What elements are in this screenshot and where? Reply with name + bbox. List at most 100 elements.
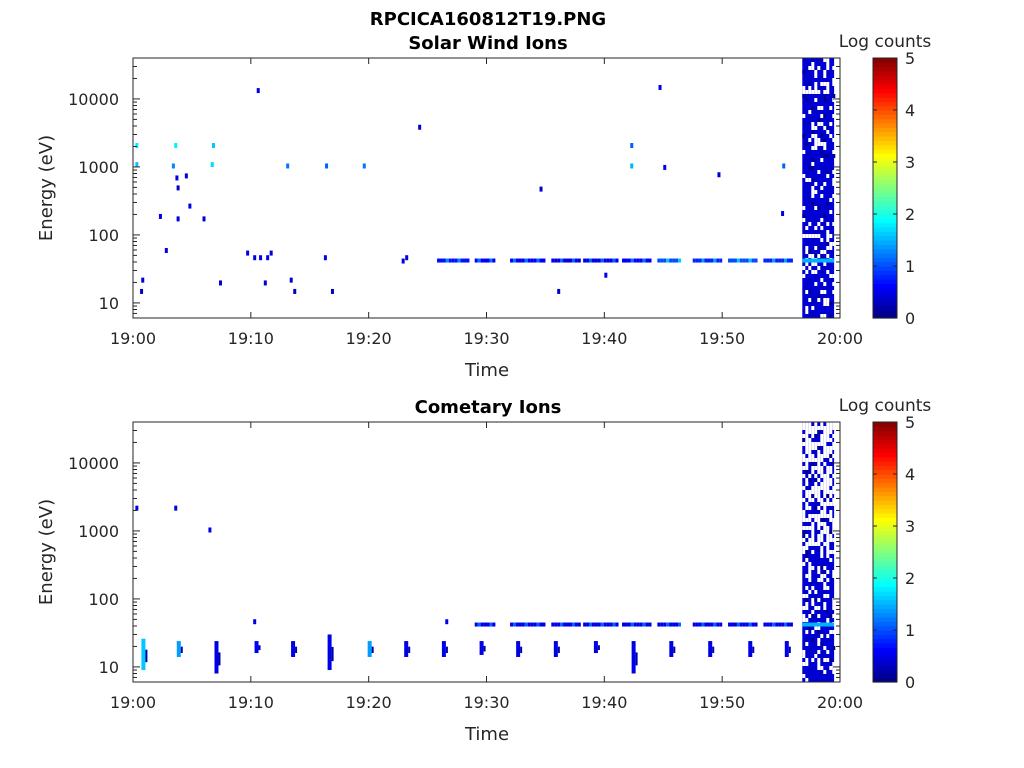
empty-cell bbox=[826, 234, 830, 238]
empty-cell bbox=[805, 662, 809, 666]
empty-cell bbox=[808, 66, 812, 70]
data-cell bbox=[672, 622, 676, 627]
empty-cell bbox=[805, 434, 809, 438]
empty-cell bbox=[811, 550, 815, 554]
empty-cell bbox=[808, 526, 812, 530]
empty-cell bbox=[817, 462, 821, 466]
empty-cell bbox=[802, 618, 806, 622]
empty-cell bbox=[805, 466, 809, 470]
colorbar-segment bbox=[873, 58, 897, 63]
empty-cell bbox=[832, 602, 836, 606]
colorbar-segment bbox=[873, 617, 897, 622]
data-cell bbox=[293, 288, 297, 294]
empty-cell bbox=[805, 546, 809, 550]
data-cell bbox=[784, 622, 788, 627]
empty-cell bbox=[808, 570, 812, 574]
empty-cell bbox=[832, 574, 836, 578]
empty-cell bbox=[808, 514, 812, 518]
empty-cell bbox=[820, 250, 824, 254]
colorbar-segment bbox=[873, 465, 897, 471]
data-cell bbox=[820, 518, 824, 522]
empty-cell bbox=[811, 90, 815, 94]
data-cell bbox=[802, 134, 806, 138]
empty-cell bbox=[826, 230, 830, 234]
empty-cell bbox=[829, 450, 833, 454]
y-tick-label: 100 bbox=[88, 226, 119, 245]
empty-cell bbox=[826, 450, 830, 454]
data-cell bbox=[817, 118, 821, 122]
y-axis-label: Energy (eV) bbox=[36, 499, 57, 605]
empty-cell bbox=[820, 426, 824, 430]
data-cell bbox=[448, 258, 452, 263]
data-cell bbox=[717, 172, 721, 178]
empty-cell bbox=[832, 670, 836, 674]
colorbar-segment bbox=[873, 231, 897, 237]
empty-cell bbox=[808, 86, 812, 90]
data-cell bbox=[772, 622, 776, 627]
empty-cell bbox=[826, 550, 830, 554]
data-cell bbox=[826, 610, 830, 614]
colorbar-segment bbox=[873, 677, 897, 683]
colorbar-segment bbox=[873, 452, 897, 458]
data-cell bbox=[677, 622, 681, 627]
empty-cell bbox=[802, 518, 806, 522]
empty-cell bbox=[832, 114, 836, 118]
data-cell bbox=[786, 622, 790, 627]
empty-cell bbox=[814, 270, 818, 274]
data-cell bbox=[823, 154, 827, 158]
empty-cell bbox=[832, 274, 836, 278]
empty-cell bbox=[820, 142, 824, 146]
data-cell bbox=[826, 242, 830, 246]
empty-cell bbox=[829, 478, 833, 482]
empty-cell bbox=[832, 426, 836, 430]
data-cell bbox=[551, 258, 555, 263]
empty-cell bbox=[802, 442, 806, 446]
data-cell bbox=[663, 258, 667, 263]
empty-cell bbox=[811, 454, 815, 458]
empty-cell bbox=[814, 446, 818, 450]
empty-cell bbox=[808, 578, 812, 582]
data-cell bbox=[635, 652, 638, 666]
data-cell bbox=[218, 652, 221, 666]
colorbar-label: Log counts bbox=[839, 396, 932, 416]
empty-cell bbox=[826, 82, 830, 86]
empty-cell bbox=[826, 534, 830, 538]
data-cell bbox=[135, 162, 139, 168]
colorbar-segment bbox=[873, 214, 897, 219]
data-cell bbox=[627, 258, 631, 263]
colorbar-segment bbox=[873, 75, 897, 81]
data-cell bbox=[692, 258, 696, 263]
empty-cell bbox=[814, 206, 818, 210]
data-cell bbox=[754, 258, 758, 263]
solar-wind-panel: Solar Wind Ions 19:00 19:10 19:20 19:30 19:4… bbox=[36, 32, 931, 381]
data-cell bbox=[518, 258, 522, 263]
colorbar-segment bbox=[873, 673, 897, 679]
colorbar-segment bbox=[873, 656, 897, 661]
colorbar-segment bbox=[873, 578, 897, 583]
data-cell bbox=[518, 622, 522, 627]
data-cell bbox=[805, 470, 809, 474]
empty-cell bbox=[814, 654, 818, 658]
data-cell bbox=[811, 494, 815, 498]
data-cell bbox=[829, 454, 833, 458]
colorbar-segment bbox=[873, 123, 897, 128]
empty-cell bbox=[832, 290, 836, 294]
data-cell bbox=[778, 258, 782, 263]
data-cell bbox=[615, 258, 619, 263]
data-cell bbox=[593, 641, 598, 654]
colorbar-segment bbox=[873, 539, 897, 544]
data-cell bbox=[660, 622, 664, 627]
empty-cell bbox=[820, 546, 824, 550]
empty-cell bbox=[832, 78, 836, 82]
empty-cell bbox=[805, 558, 809, 562]
data-cell bbox=[566, 622, 570, 627]
empty-cell bbox=[826, 586, 830, 590]
data-cell bbox=[805, 554, 809, 558]
empty-cell bbox=[832, 282, 836, 286]
empty-cell bbox=[820, 534, 824, 538]
data-cell bbox=[704, 258, 708, 263]
empty-cell bbox=[832, 178, 836, 182]
data-cell bbox=[483, 622, 487, 627]
empty-cell bbox=[805, 534, 809, 538]
empty-cell bbox=[805, 250, 809, 254]
